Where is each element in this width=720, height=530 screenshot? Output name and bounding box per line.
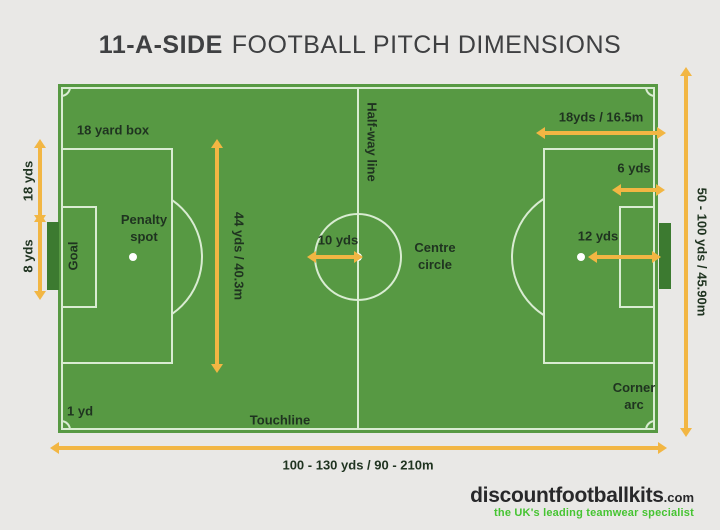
label-44-yds: 44 yds / 40.3m: [231, 211, 247, 301]
penalty-spot-right: [577, 253, 585, 261]
label-6-yds: 6 yds: [617, 160, 651, 176]
logo-name-line: discountfootballkits.com: [470, 485, 694, 506]
arrow-10yds-circle-radius: [307, 251, 363, 263]
label-18-yds: 18 yds: [20, 160, 36, 202]
goal-left: [47, 222, 59, 290]
logo-tld: .com: [663, 490, 694, 505]
label-penalty-spot: Penalty spot: [120, 212, 168, 244]
title-rest: FOOTBALL PITCH DIMENSIONS: [231, 31, 622, 59]
corner-arc-bottom-right: [645, 420, 655, 430]
arrow-18yds-box-width: [536, 127, 666, 139]
page-title: 11-A-SIDE FOOTBALL PITCH DIMENSIONS: [0, 31, 720, 60]
penalty-arc-circle: [173, 187, 203, 327]
penalty-arc-right: [511, 185, 544, 329]
arrow-pitch-length: [50, 442, 667, 454]
label-goal: Goal: [65, 241, 81, 271]
arrow-12yds-penalty-spot: [588, 251, 661, 263]
label-half-way-line: Half-way line: [364, 102, 380, 182]
corner-arc-top-right: [645, 87, 655, 97]
label-corner-arc: Corner arc: [612, 380, 656, 412]
label-18yds-16-5m: 18yds / 16.5m: [558, 109, 644, 125]
six-yard-box-left: [61, 206, 97, 308]
label-centre-circle: Centre circle: [414, 240, 456, 272]
arrow-pitch-width: [680, 67, 692, 437]
label-pitch-width: 50 - 100 yds / 45.90m: [694, 187, 710, 317]
arrow-44yds-box-width: [211, 139, 223, 373]
penalty-arc-circle: [511, 187, 544, 327]
label-10-yds: 10 yds: [317, 232, 359, 248]
corner-arc-bottom-left: [61, 420, 71, 430]
penalty-spot-left: [129, 253, 137, 261]
goal-right: [659, 223, 671, 289]
title-bold: 11-A-SIDE: [98, 31, 223, 59]
label-18-yard-box: 18 yard box: [76, 122, 150, 138]
logo-name: discountfootballkits: [470, 484, 664, 507]
arrow-18yds-box-depth: [34, 139, 46, 224]
logo-tagline: the UK's leading teamwear specialist: [494, 507, 694, 519]
label-8-yds: 8 yds: [20, 239, 36, 273]
penalty-box-left: [61, 148, 173, 364]
label-pitch-length: 100 - 130 yds / 90 - 210m: [282, 457, 434, 473]
brand-logo: discountfootballkits.com the UK's leadin…: [470, 485, 694, 519]
label-1-yd: 1 yd: [66, 403, 94, 419]
arrow-6yds-box: [612, 184, 665, 196]
penalty-box-right: [543, 148, 655, 364]
penalty-arc-left: [173, 185, 205, 329]
label-touchline: Touchline: [249, 412, 311, 428]
arrow-8yds-goal-width: [34, 213, 46, 300]
label-12-yds: 12 yds: [577, 228, 619, 244]
